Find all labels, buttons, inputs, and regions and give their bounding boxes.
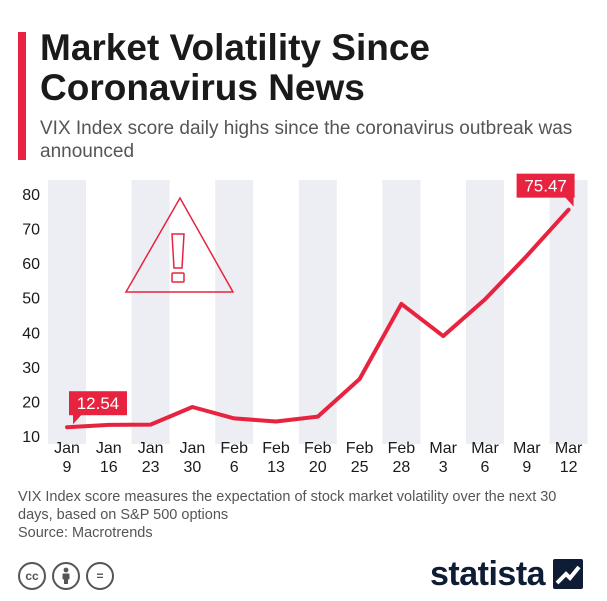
source-line: Source: Macrotrends — [18, 525, 153, 541]
y-tick-label: 50 — [22, 291, 40, 308]
warning-triangle-icon — [124, 196, 235, 293]
cc-icon[interactable]: cc — [18, 562, 46, 590]
column-band — [549, 180, 588, 444]
methodology-note: VIX Index score measures the expectation… — [18, 489, 557, 523]
data-label: 75.47 — [524, 177, 567, 196]
attribution-icon[interactable] — [52, 562, 80, 590]
no-derivatives-icon[interactable]: = — [86, 562, 114, 590]
title-accent-bar — [18, 32, 26, 160]
data-label-pointer — [564, 196, 574, 207]
brand-name: statista — [430, 555, 546, 593]
data-label-pointer — [73, 414, 82, 425]
data-label: 12.54 — [77, 394, 120, 413]
column-band — [298, 180, 337, 444]
x-tick-label: Jan 30 — [180, 440, 206, 476]
data-label-box — [516, 173, 575, 198]
footer-note: VIX Index score measures the expectation… — [18, 488, 578, 542]
chart-title: Market Volatility Since Coronavirus News — [40, 27, 430, 108]
x-tick-label: Feb 25 — [346, 440, 374, 476]
y-tick-label: 20 — [22, 394, 40, 411]
statista-brand[interactable]: statista — [430, 555, 584, 593]
x-tick-label: Feb 13 — [262, 440, 290, 476]
x-tick-label: Mar 9 — [513, 440, 541, 476]
x-tick-label: Jan 16 — [96, 440, 122, 476]
x-tick-label: Mar 6 — [471, 440, 499, 476]
chart-subtitle: VIX Index score daily highs since the co… — [40, 118, 573, 162]
y-tick-label: 60 — [22, 256, 40, 273]
exclamation-bar — [171, 233, 185, 269]
x-tick-label: Feb 28 — [388, 440, 416, 476]
x-tick-label: Feb 20 — [304, 440, 332, 476]
license-icons: cc = — [18, 562, 114, 590]
data-label-box — [69, 391, 127, 416]
x-tick-label: Feb 6 — [220, 440, 248, 476]
column-band — [215, 180, 254, 444]
x-tick-label: Jan 9 — [54, 440, 80, 476]
y-tick-label: 10 — [22, 429, 40, 446]
x-tick-label: Mar 3 — [429, 440, 457, 476]
y-tick-label: 40 — [22, 325, 40, 342]
line-chart: 10 20 30 40 50 60 70 80 Jan 9 Jan 16 Jan 23 Jan 30 Feb 6 F… — [22, 173, 588, 476]
x-tick-label: Jan 23 — [138, 440, 164, 476]
y-tick-label: 30 — [22, 360, 40, 377]
column-band — [131, 180, 170, 444]
exclamation-dot — [171, 272, 185, 283]
x-tick-label: Mar 12 — [555, 440, 583, 476]
y-tick-label: 70 — [22, 222, 40, 239]
statista-logo-icon — [553, 559, 584, 589]
y-tick-label: 80 — [22, 187, 40, 204]
